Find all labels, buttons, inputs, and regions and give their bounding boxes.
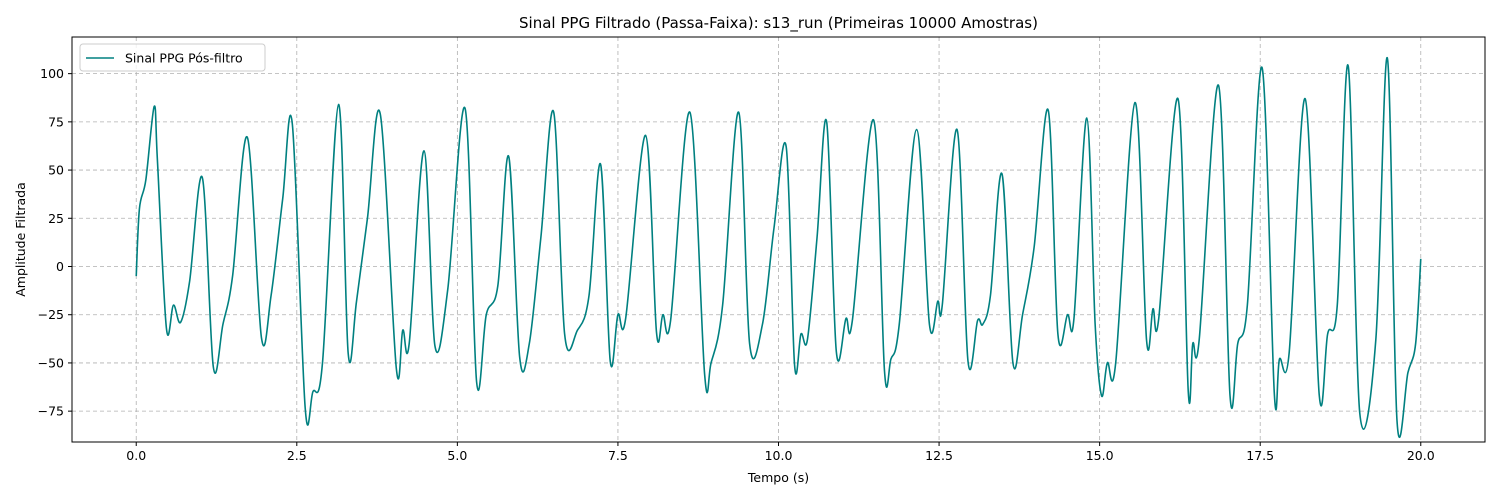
y-tick-label: 25 — [48, 211, 64, 226]
y-tick-label: 0 — [56, 259, 64, 274]
y-axis-ticks: −75 −50 −25 0 25 50 75 100 — [38, 66, 72, 419]
legend: Sinal PPG Pós-filtro — [79, 43, 266, 72]
y-axis-title: Amplitude Filtrada — [13, 182, 28, 297]
series-line-ppg — [135, 57, 1422, 439]
legend-label-ppg: Sinal PPG Pós-filtro — [125, 51, 243, 66]
y-tick-label: −75 — [38, 404, 64, 419]
y-tick-label: −50 — [38, 355, 64, 370]
x-axis-title: Tempo (s) — [747, 470, 809, 485]
y-tick-label: 75 — [48, 114, 64, 129]
x-tick-label: 10.0 — [765, 448, 793, 463]
x-axis-ticks: 0.0 2.5 5.0 7.5 10.0 12.5 15.0 17.5 20.0 — [126, 442, 1435, 463]
x-tick-label: 5.0 — [447, 448, 467, 463]
legend-box — [79, 43, 266, 72]
x-tick-label: 20.0 — [1407, 448, 1435, 463]
y-tick-label: −25 — [38, 307, 64, 322]
x-tick-label: 12.5 — [925, 448, 953, 463]
x-tick-label: 7.5 — [608, 448, 628, 463]
chart-title: Sinal PPG Filtrado (Passa-Faixa): s13_ru… — [519, 14, 1038, 33]
y-tick-label: 50 — [48, 163, 64, 178]
x-tick-label: 0.0 — [126, 448, 146, 463]
y-tick-label: 100 — [40, 66, 64, 81]
x-tick-label: 15.0 — [1086, 448, 1114, 463]
x-tick-label: 17.5 — [1246, 448, 1274, 463]
series-layer — [135, 57, 1422, 439]
x-tick-label: 2.5 — [287, 448, 307, 463]
